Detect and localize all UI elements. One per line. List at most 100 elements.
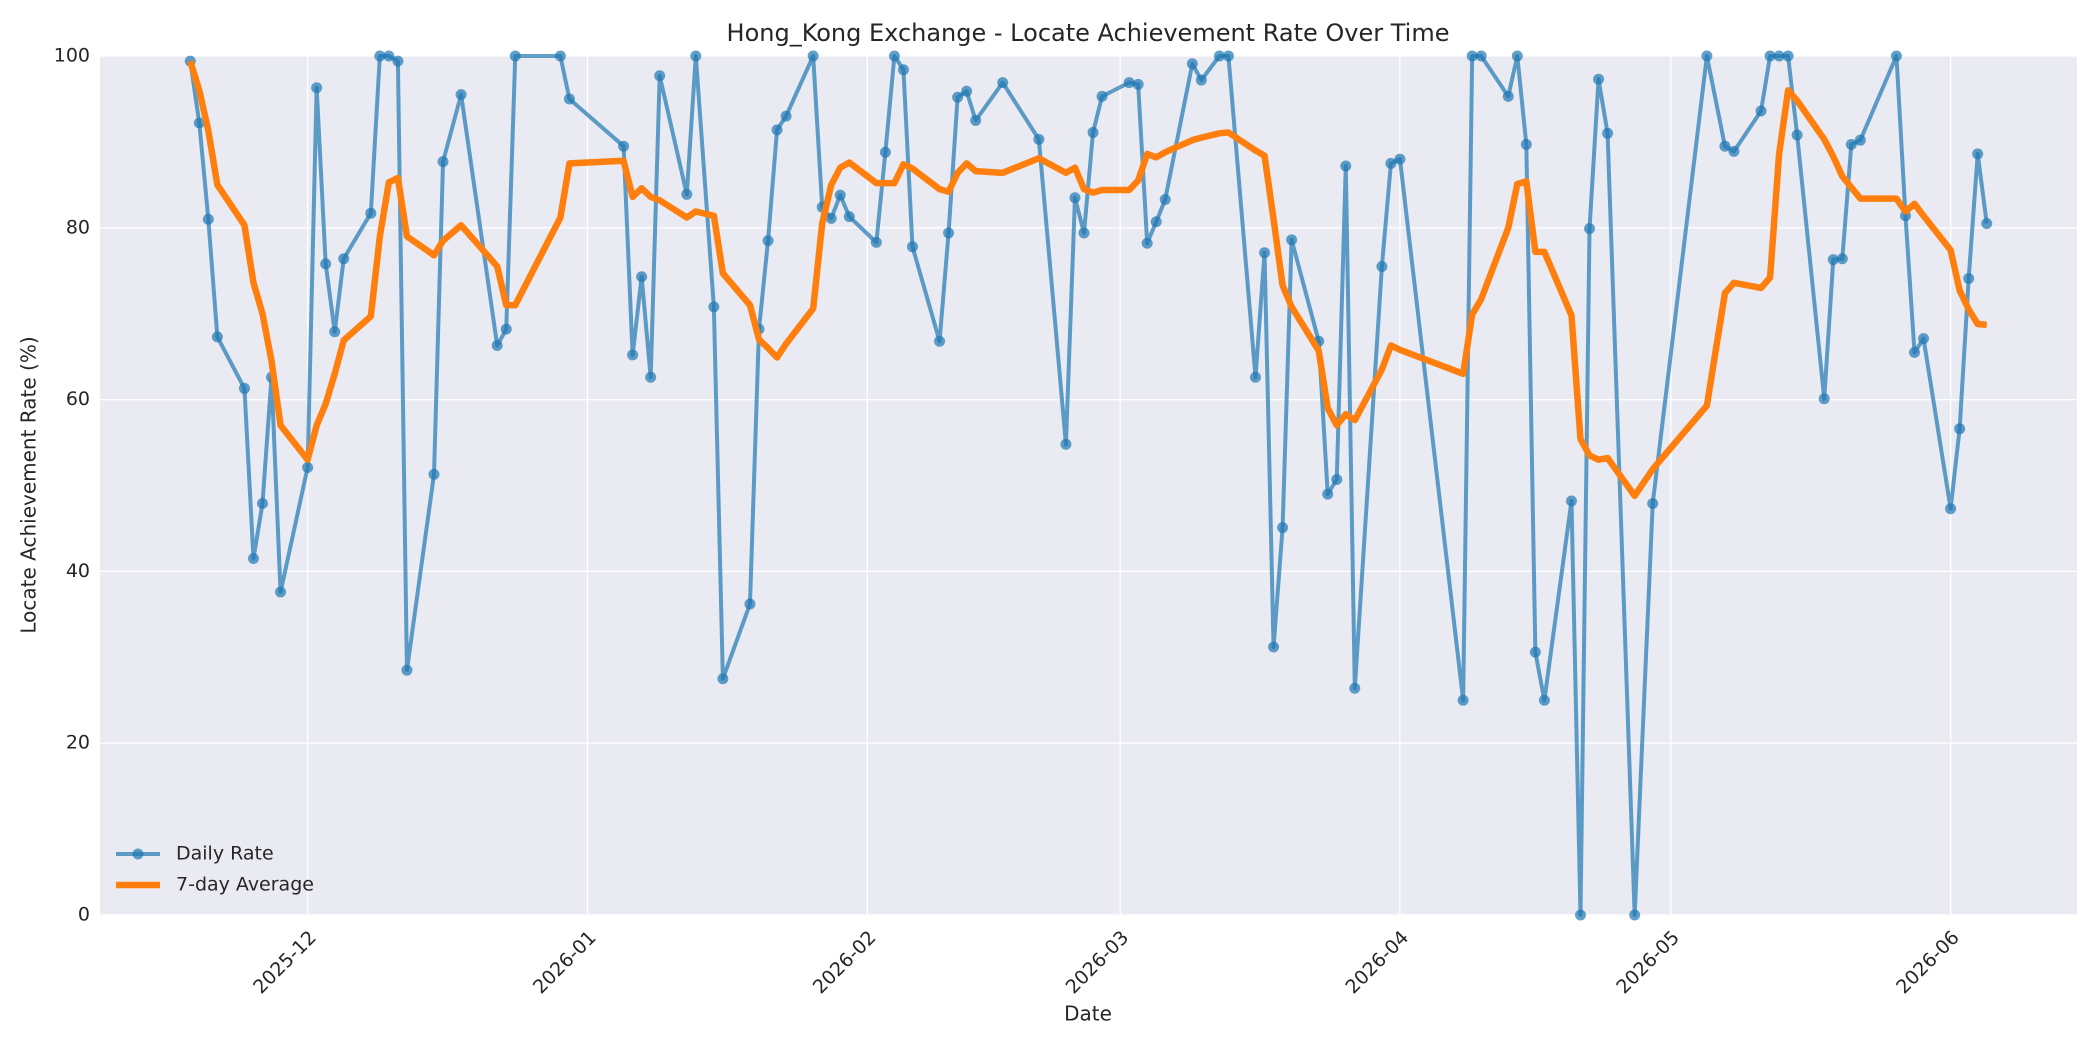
data-point	[1322, 488, 1334, 500]
data-point	[1511, 50, 1523, 62]
data-point	[1791, 129, 1803, 141]
data-point	[681, 188, 693, 200]
data-point	[1918, 333, 1930, 345]
data-point	[437, 156, 449, 168]
data-point	[1340, 160, 1352, 172]
data-point	[1376, 260, 1388, 272]
data-point	[1259, 247, 1271, 259]
data-point	[934, 335, 946, 347]
data-point	[1087, 126, 1099, 138]
data-point	[320, 258, 332, 270]
y-tick-label: 60	[66, 388, 90, 410]
x-tick-label: 2026-04	[1341, 927, 1413, 999]
data-point	[1602, 127, 1614, 139]
data-point	[1222, 50, 1234, 62]
data-point	[1945, 503, 1957, 515]
data-point	[1836, 253, 1848, 265]
data-point	[1195, 74, 1207, 86]
data-point	[943, 227, 955, 239]
data-point	[1565, 495, 1577, 507]
data-point	[1773, 50, 1785, 62]
data-point	[302, 461, 314, 473]
data-point	[1954, 423, 1966, 435]
data-point	[1981, 218, 1993, 230]
data-point	[1159, 193, 1171, 205]
data-point	[1818, 393, 1830, 405]
data-point	[1349, 682, 1361, 694]
data-point	[238, 382, 250, 394]
data-point	[1141, 237, 1153, 249]
x-tick-label: 2026-01	[529, 927, 601, 999]
data-point	[762, 235, 774, 247]
data-point	[825, 212, 837, 224]
data-point	[455, 89, 467, 101]
data-point	[1782, 50, 1794, 62]
data-point	[780, 110, 792, 122]
data-point	[1909, 346, 1921, 358]
data-point	[897, 64, 909, 76]
data-point	[843, 211, 855, 223]
data-point	[690, 50, 702, 62]
data-point	[1277, 522, 1289, 534]
data-point	[1250, 371, 1262, 383]
data-point	[383, 50, 395, 62]
data-point	[1475, 50, 1487, 62]
data-point	[952, 91, 964, 103]
data-point	[1854, 134, 1866, 146]
data-point	[1213, 50, 1225, 62]
y-tick-label: 40	[66, 560, 90, 582]
data-point	[834, 189, 846, 201]
y-axis-label: Locate Achievement Rate (%)	[17, 336, 41, 633]
data-point	[374, 50, 386, 62]
data-point	[888, 50, 900, 62]
data-point	[717, 673, 729, 685]
data-point	[1060, 438, 1072, 450]
data-point	[392, 55, 404, 67]
data-point	[1538, 694, 1550, 706]
data-point	[1033, 133, 1045, 145]
data-point	[247, 553, 259, 565]
data-point	[554, 50, 566, 62]
data-point	[491, 339, 503, 351]
data-point	[1827, 254, 1839, 266]
data-point	[906, 241, 918, 253]
data-point	[563, 93, 575, 105]
data-point	[428, 468, 440, 480]
data-point	[1502, 90, 1514, 102]
legend-label: 7-day Average	[176, 874, 314, 896]
legend: Daily Rate 7-day Average	[116, 843, 314, 896]
data-point	[654, 70, 666, 82]
data-point	[275, 586, 287, 598]
data-point	[1078, 227, 1090, 239]
data-point	[961, 85, 973, 97]
data-point	[870, 236, 882, 248]
data-point	[193, 117, 205, 129]
data-point	[1069, 192, 1081, 204]
legend-marker	[132, 848, 144, 860]
data-point	[1132, 78, 1144, 90]
data-point	[329, 326, 341, 338]
data-point	[500, 323, 512, 335]
data-point	[1186, 58, 1198, 70]
data-point	[401, 664, 413, 676]
data-point	[1584, 223, 1596, 235]
data-point	[1701, 50, 1713, 62]
data-point	[997, 77, 1009, 89]
data-point	[1520, 138, 1532, 150]
data-point	[202, 213, 214, 225]
data-point	[1331, 473, 1343, 485]
data-point	[1845, 138, 1857, 150]
data-point	[636, 271, 648, 283]
data-point	[1764, 50, 1776, 62]
data-point	[1394, 153, 1406, 165]
data-point	[708, 301, 720, 313]
series-line	[187, 60, 1988, 500]
series-line	[188, 54, 1989, 917]
data-point	[338, 253, 350, 265]
data-point	[211, 331, 223, 343]
data-point	[1647, 498, 1659, 510]
data-point	[1150, 216, 1162, 228]
data-point	[771, 124, 783, 136]
